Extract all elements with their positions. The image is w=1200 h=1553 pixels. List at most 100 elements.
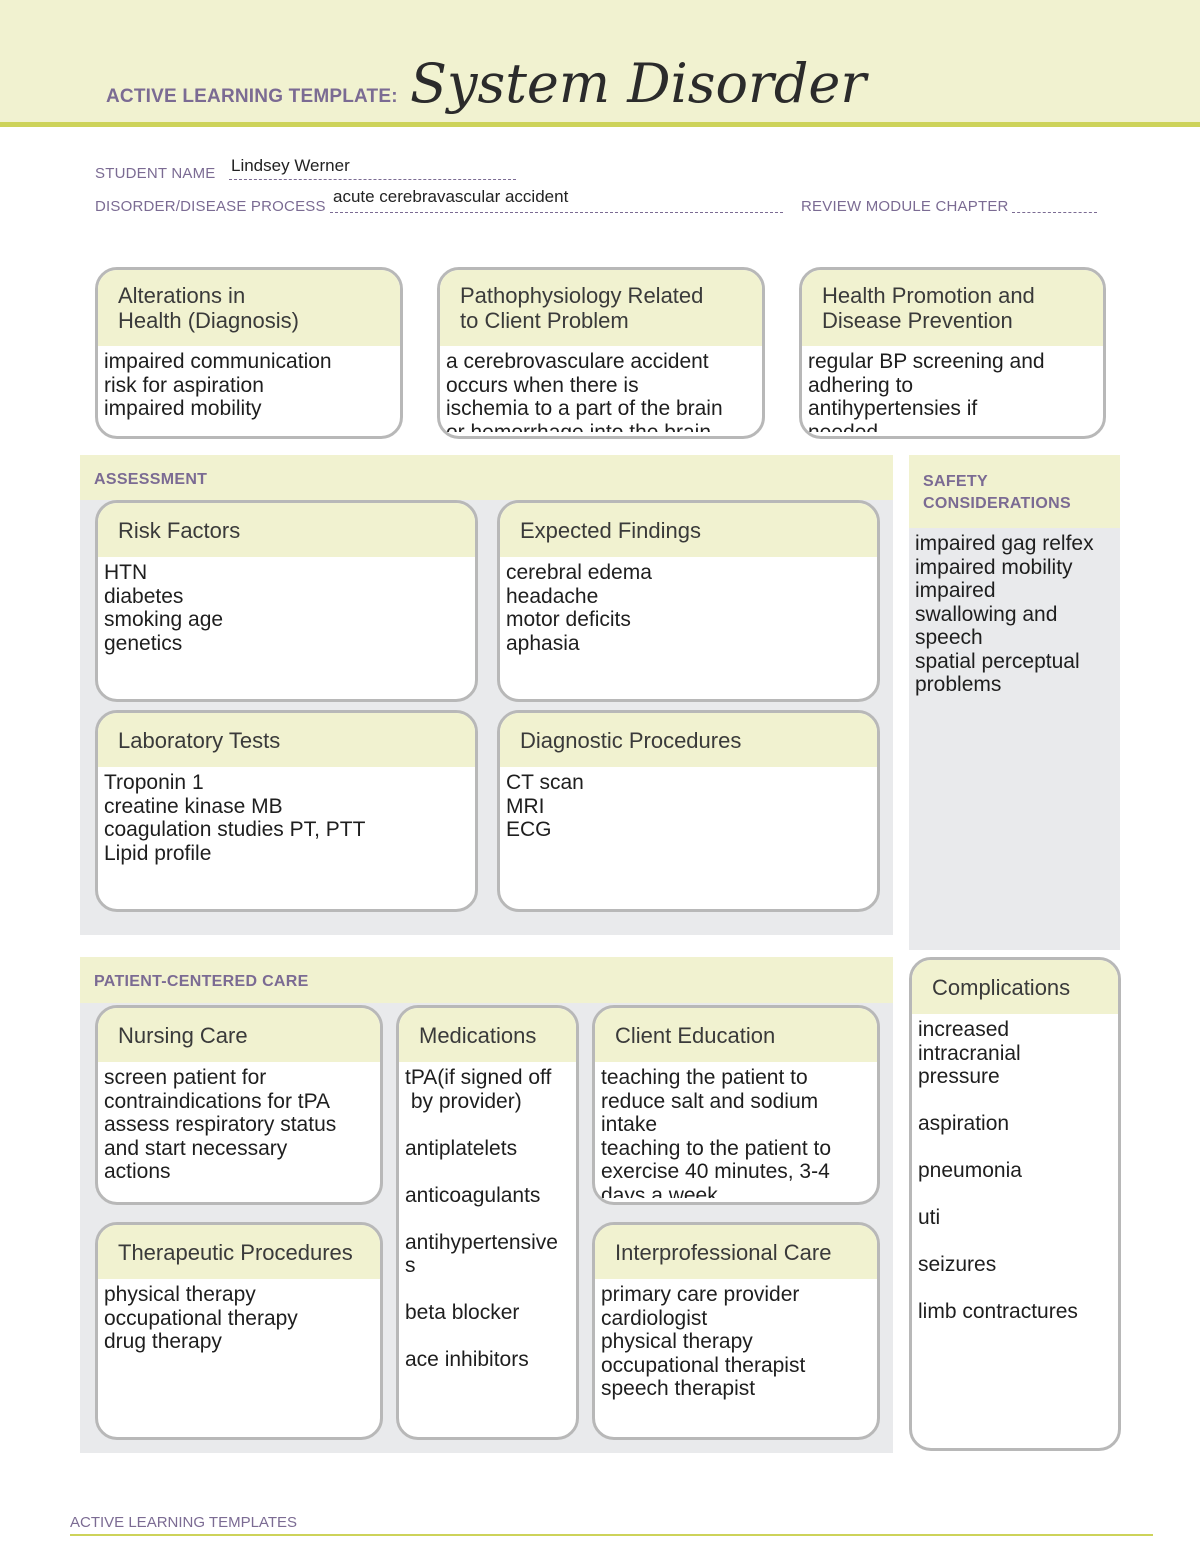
- content-line: seizures: [918, 1253, 997, 1276]
- content-line: Troponin 1: [104, 771, 204, 794]
- content-line: antiplatelets: [405, 1136, 518, 1160]
- interprofessional-care-box: Interprofessional Care primary care provi…: [592, 1222, 880, 1440]
- expected-findings-content[interactable]: cerebral edema headache motor deficits apha…: [500, 557, 877, 695]
- content-line: [918, 1230, 1112, 1254]
- content-line: increased: [918, 1018, 1010, 1041]
- medications-heading: Medications: [399, 1008, 576, 1062]
- client-education-heading: Client Education: [595, 1008, 877, 1062]
- content-line: contraindications for tPA: [104, 1089, 331, 1113]
- template-label: ACTIVE LEARNING TEMPLATE:: [106, 86, 398, 107]
- content-line: aspiration: [918, 1112, 1010, 1135]
- content-line: [405, 1325, 570, 1349]
- safety-item: impaired mobility: [915, 555, 1073, 579]
- heading-line: to Client Problem: [460, 308, 629, 333]
- heading-line: Complications: [932, 974, 1071, 1000]
- footer-divider: [70, 1534, 1153, 1536]
- footer-text: ACTIVE LEARNING TEMPLATES: [70, 1514, 297, 1531]
- content-line: [918, 1089, 1112, 1113]
- content-line: beta blocker: [405, 1301, 520, 1324]
- heading-line: Nursing Care: [118, 1022, 248, 1048]
- heading-line: Health Promotion and: [822, 283, 1035, 308]
- alterations-heading: Alterations in Health (Diagnosis): [98, 270, 400, 346]
- content-line: drug therapy: [104, 1330, 222, 1353]
- disorder-label: DISORDER/DISEASE PROCESS: [95, 198, 326, 215]
- laboratory-tests-content[interactable]: Troponin 1 creatine kinase MB coagulation …: [98, 767, 475, 905]
- alterations-content[interactable]: impaired communication risk for aspiratio…: [98, 346, 400, 432]
- page-title: System Disorder: [410, 52, 867, 115]
- review-module-field[interactable]: [1012, 211, 1097, 213]
- header-divider: [0, 122, 1200, 127]
- medications-content[interactable]: tPA(if signed off by provider) antiplatel…: [399, 1062, 576, 1433]
- student-name-label: STUDENT NAME: [95, 165, 216, 182]
- content-line: occupational therapy: [104, 1306, 298, 1330]
- content-line: [405, 1113, 570, 1137]
- content-line: teaching to the patient to: [601, 1136, 832, 1160]
- heading-line: Interprofessional Care: [615, 1239, 832, 1265]
- content-line: antihypertensive: [405, 1230, 558, 1254]
- content-line: days a week: [601, 1183, 718, 1199]
- student-name-field[interactable]: Lindsey Werner: [231, 156, 350, 175]
- content-line: ace inhibitors: [405, 1348, 529, 1371]
- content-line: [918, 1183, 1112, 1207]
- content-line: screen patient for: [104, 1066, 267, 1089]
- risk-factors-content[interactable]: HTN diabetes smoking age genetics: [98, 557, 475, 695]
- nursing-care-content[interactable]: screen patient for contraindications for …: [98, 1062, 380, 1198]
- content-line: teaching the patient to: [601, 1066, 808, 1089]
- health-promotion-box: Health Promotion and Disease Prevention re…: [799, 267, 1106, 439]
- safety-panel: SAFETY CONSIDERATIONS impaired gag relfe…: [909, 455, 1120, 950]
- nursing-care-box: Nursing Care screen patient for contraindi…: [95, 1005, 383, 1205]
- heading-line: Alterations in: [118, 283, 246, 308]
- content-line: intracranial: [918, 1041, 1021, 1065]
- complications-heading: Complications: [912, 960, 1118, 1014]
- safety-item: speech: [915, 626, 983, 649]
- content-line: Lipid profile: [104, 841, 212, 865]
- content-line: pressure: [918, 1065, 1000, 1088]
- complications-content[interactable]: increased intracranial pressure aspiration p…: [912, 1014, 1118, 1444]
- pathophysiology-heading: Pathophysiology Related to Client Problem: [440, 270, 762, 346]
- diagnostic-procedures-heading: Diagnostic Procedures: [500, 713, 877, 767]
- medications-box: Medications tPA(if signed off by provider…: [396, 1005, 579, 1440]
- assessment-heading: ASSESSMENT: [80, 455, 893, 500]
- content-line: [918, 1277, 1112, 1301]
- content-line: assess respiratory status: [104, 1113, 337, 1136]
- content-line: anticoagulants: [405, 1183, 541, 1207]
- content-line: headache: [506, 584, 599, 608]
- content-line: primary care provider: [601, 1283, 800, 1306]
- header-band: [0, 0, 1200, 122]
- laboratory-tests-box: Laboratory Tests Troponin 1 creatine kinas…: [95, 710, 478, 912]
- disorder-field[interactable]: acute cerebravascular accident: [333, 187, 569, 206]
- content-line: ischemia to a part of the brain: [446, 397, 723, 420]
- risk-factors-heading: Risk Factors: [98, 503, 475, 557]
- pathophysiology-content[interactable]: a cerebrovasculare accident occurs when t…: [440, 346, 762, 432]
- content-line: and start necessary: [104, 1136, 288, 1160]
- therapeutic-procedures-heading: Therapeutic Procedures: [98, 1225, 380, 1279]
- student-name-underline: [229, 178, 516, 180]
- content-line: HTN: [104, 561, 148, 584]
- content-line: smoking age: [104, 608, 224, 631]
- diagnostic-procedures-content[interactable]: CT scan MRI ECG: [500, 767, 877, 905]
- interprofessional-care-content[interactable]: primary care provider cardiologist physica…: [595, 1279, 877, 1433]
- therapeutic-procedures-content[interactable]: physical therapy occupational therapy drug…: [98, 1279, 380, 1433]
- content-line: reduce salt and sodium: [601, 1089, 819, 1113]
- content-line: regular BP screening and: [808, 350, 1045, 373]
- interprofessional-care-heading: Interprofessional Care: [595, 1225, 877, 1279]
- content-line: risk for aspiration: [104, 373, 264, 397]
- safety-list: impaired gag relfex impaired mobility impa…: [909, 528, 1120, 701]
- safety-item: problems: [915, 673, 1002, 696]
- content-line: impaired mobility: [104, 397, 262, 420]
- client-education-content[interactable]: teaching the patient to reduce salt and s…: [595, 1062, 877, 1198]
- heading-line: Laboratory Tests: [118, 727, 281, 753]
- content-line: physical therapy: [601, 1330, 753, 1353]
- content-line: coagulation studies PT, PTT: [104, 818, 366, 841]
- expected-findings-box: Expected Findings cerebral edema headache m…: [497, 500, 880, 702]
- laboratory-tests-heading: Laboratory Tests: [98, 713, 475, 767]
- content-line: motor deficits: [506, 608, 631, 631]
- alterations-box: Alterations in Health (Diagnosis) impaired…: [95, 267, 403, 439]
- therapeutic-procedures-box: Therapeutic Procedures physical therapy oc…: [95, 1222, 383, 1440]
- expected-findings-heading: Expected Findings: [500, 503, 877, 557]
- heading-line: Pathophysiology Related: [460, 283, 704, 308]
- content-line: occurs when there is: [446, 373, 639, 397]
- safety-item: impaired gag relfex: [915, 532, 1094, 555]
- health-promotion-content[interactable]: regular BP screening and adhering to antih…: [802, 346, 1103, 432]
- diagnostic-procedures-box: Diagnostic Procedures CT scan MRI ECG: [497, 710, 880, 912]
